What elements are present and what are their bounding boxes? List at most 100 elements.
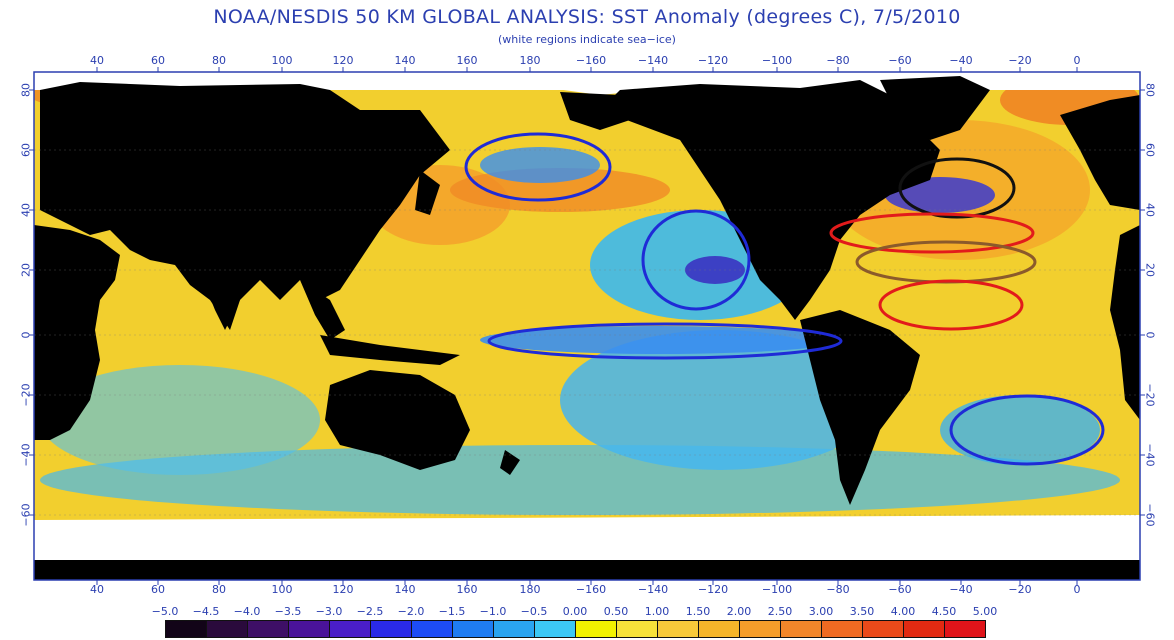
southeast-asia bbox=[300, 280, 345, 340]
graticule bbox=[34, 149, 1140, 516]
color-scale-swatch bbox=[452, 620, 494, 638]
top-longitude-tick-label: 180 bbox=[519, 54, 541, 67]
bottom-longitude-tick-label: −100 bbox=[761, 583, 793, 596]
bottom-longitude-tick-label: 160 bbox=[456, 583, 478, 596]
bottom-longitude-tick-label: 0 bbox=[1073, 583, 1081, 596]
left-latitude-tick-label: 40 bbox=[19, 203, 33, 217]
europe-west bbox=[1060, 95, 1140, 210]
land bbox=[34, 76, 1140, 580]
color-scale-swatch bbox=[206, 620, 248, 638]
top-longitude-tick-label: 80 bbox=[212, 54, 226, 67]
africa bbox=[34, 225, 120, 440]
left-latitude-tick-label: 0 bbox=[19, 331, 33, 339]
color-scale-label: 2.50 bbox=[767, 605, 793, 618]
top-longitude-tick-label: −40 bbox=[949, 54, 973, 67]
cool-patch-east-pacific bbox=[560, 330, 880, 470]
africa-east-edge bbox=[1110, 225, 1140, 420]
color-scale-swatch bbox=[780, 620, 822, 638]
north-pacific-ellipse bbox=[464, 132, 612, 202]
left-latitude-tick-label: −40 bbox=[19, 443, 33, 467]
color-scale-label: −5.0 bbox=[151, 605, 179, 618]
ne-pacific-ellipse bbox=[641, 209, 751, 311]
top-longitude-tick-label: 120 bbox=[332, 54, 354, 67]
color-scale-swatch bbox=[534, 620, 576, 638]
color-scale-label: −1.5 bbox=[438, 605, 466, 618]
color-scale-swatch bbox=[247, 620, 289, 638]
color-scale-label: 1.50 bbox=[685, 605, 711, 618]
right-latitude-tick-label: 60 bbox=[1143, 143, 1157, 157]
color-scale-swatch bbox=[821, 620, 863, 638]
top-longitude-tick-label: −20 bbox=[1008, 54, 1032, 67]
annotation-ellipses bbox=[464, 132, 1105, 466]
top-longitude-tick-label: 160 bbox=[456, 54, 478, 67]
bottom-longitude-tick-label: 180 bbox=[519, 583, 541, 596]
color-scale-label: −3.5 bbox=[274, 605, 302, 618]
bottom-longitude-tick-label: 60 bbox=[151, 583, 165, 596]
left-ice-band bbox=[34, 78, 46, 86]
color-scale-label: 4.00 bbox=[890, 605, 916, 618]
color-scale-label: 0.50 bbox=[603, 605, 629, 618]
bottom-longitude-tick-label: 120 bbox=[332, 583, 354, 596]
color-scale-swatch bbox=[370, 620, 412, 638]
japan bbox=[415, 170, 440, 215]
left-latitude-tick-label: −60 bbox=[19, 503, 33, 527]
bottom-longitude-tick-label: −60 bbox=[888, 583, 912, 596]
top-longitude-tick-label: 100 bbox=[271, 54, 293, 67]
top-longitude-tick-label: 0 bbox=[1073, 54, 1081, 67]
bottom-longitude-tick-label: 100 bbox=[271, 583, 293, 596]
color-scale-swatch bbox=[493, 620, 535, 638]
right-latitude-tick-label: −60 bbox=[1143, 503, 1157, 527]
greenland bbox=[880, 76, 990, 140]
color-scale-label: −2.5 bbox=[356, 605, 384, 618]
bottom-longitude-tick-label: 140 bbox=[394, 583, 416, 596]
top-longitude-tick-label: −160 bbox=[575, 54, 607, 67]
indonesia bbox=[320, 335, 460, 365]
right-latitude-tick-label: 0 bbox=[1143, 331, 1157, 339]
top-longitude-tick-label: 40 bbox=[90, 54, 104, 67]
new-zealand bbox=[500, 450, 520, 475]
map-title: NOAA/NESDIS 50 KM GLOBAL ANALYSIS: SST A… bbox=[213, 6, 961, 28]
right-latitude-tick-label: 20 bbox=[1143, 263, 1157, 277]
eurasia bbox=[40, 82, 450, 330]
south-atlantic-ellipse bbox=[949, 394, 1105, 466]
top-longitude-tick-label: −80 bbox=[826, 54, 850, 67]
north-america bbox=[600, 80, 940, 320]
left-latitude-tick-label: 60 bbox=[19, 143, 33, 157]
bottom-longitude-tick-label: −160 bbox=[575, 583, 607, 596]
cool-patch-south-atlantic bbox=[940, 395, 1100, 465]
color-scale-label: −2.0 bbox=[397, 605, 425, 618]
right-latitude-tick-label: 40 bbox=[1143, 203, 1157, 217]
tropical-atlantic-ellipse bbox=[878, 279, 1024, 331]
australia bbox=[325, 370, 470, 470]
bottom-longitude-tick-label: −80 bbox=[826, 583, 850, 596]
color-scale-swatch bbox=[657, 620, 699, 638]
bottom-longitude-tick-label: −120 bbox=[697, 583, 729, 596]
india bbox=[200, 260, 240, 330]
map-subtitle: (white regions indicate sea−ice) bbox=[498, 33, 676, 46]
color-scale-swatch bbox=[329, 620, 371, 638]
color-scale-label: 3.50 bbox=[849, 605, 875, 618]
color-scale-label: 1.00 bbox=[644, 605, 670, 618]
color-scale-label: −0.5 bbox=[520, 605, 548, 618]
north-atlantic-ellipse bbox=[898, 157, 1016, 219]
color-scale-swatch bbox=[288, 620, 330, 638]
right-latitude-tick-label: −20 bbox=[1143, 383, 1157, 407]
subtropical-atlantic-ellipse-red bbox=[829, 212, 1035, 254]
color-scale-label: 4.50 bbox=[931, 605, 957, 618]
color-scale-label: 2.00 bbox=[726, 605, 752, 618]
color-scale-swatch bbox=[739, 620, 781, 638]
color-scale-label: −4.5 bbox=[192, 605, 220, 618]
color-scale-label: −4.0 bbox=[233, 605, 261, 618]
top-longitude-tick-label: 140 bbox=[394, 54, 416, 67]
cool-patch-indian bbox=[40, 365, 320, 475]
bottom-longitude-tick-label: 40 bbox=[90, 583, 104, 596]
color-scale-label: −1.0 bbox=[479, 605, 507, 618]
bottom-longitude-tick-label: 80 bbox=[212, 583, 226, 596]
color-scale-swatch bbox=[616, 620, 658, 638]
sst-anomaly-map bbox=[29, 67, 1145, 585]
color-scale-swatch bbox=[165, 620, 207, 638]
color-scale-swatch bbox=[411, 620, 453, 638]
color-scale-swatch bbox=[903, 620, 945, 638]
top-longitude-tick-label: −120 bbox=[697, 54, 729, 67]
color-scale-label: 5.00 bbox=[972, 605, 998, 618]
